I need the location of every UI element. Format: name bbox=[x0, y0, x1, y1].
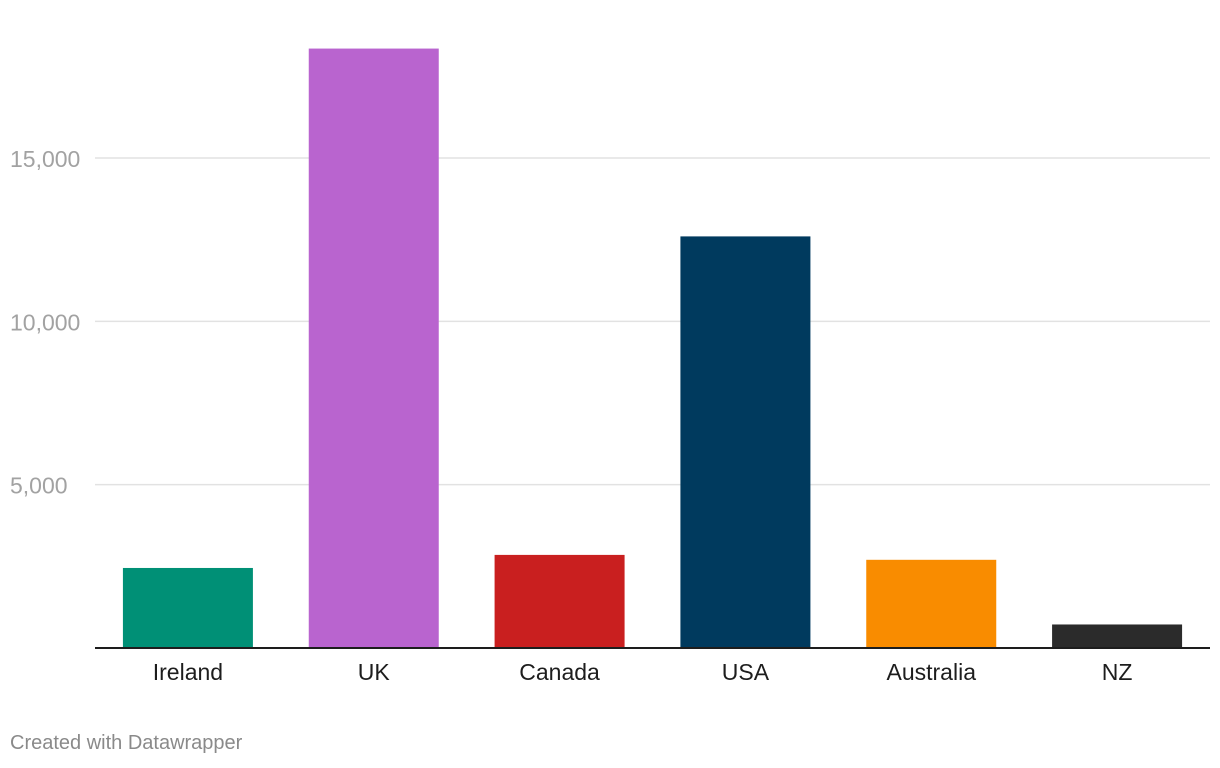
x-tick-label: USA bbox=[722, 659, 770, 685]
x-tick-label: Ireland bbox=[153, 659, 223, 685]
gridlines: 5,000 10,000 15,000 bbox=[10, 146, 1210, 499]
x-axis-labels: Ireland UK Canada USA Australia NZ bbox=[153, 659, 1133, 685]
y-tick-label: 10,000 bbox=[10, 309, 80, 335]
bars bbox=[122, 48, 1183, 649]
datawrapper-credit: Created with Datawrapper bbox=[10, 732, 243, 754]
bar-nz bbox=[1052, 624, 1183, 648]
x-tick-label: NZ bbox=[1102, 659, 1133, 685]
bar-usa bbox=[680, 236, 811, 648]
bar-uk bbox=[308, 48, 439, 649]
y-tick-label: 5,000 bbox=[10, 473, 68, 499]
bar-canada bbox=[494, 554, 625, 648]
bar-australia bbox=[866, 559, 997, 648]
x-tick-label: UK bbox=[358, 659, 391, 685]
bar-ireland bbox=[122, 567, 253, 648]
y-tick-label: 15,000 bbox=[10, 146, 80, 172]
x-tick-label: Canada bbox=[519, 659, 600, 685]
x-tick-label: Australia bbox=[887, 659, 977, 685]
